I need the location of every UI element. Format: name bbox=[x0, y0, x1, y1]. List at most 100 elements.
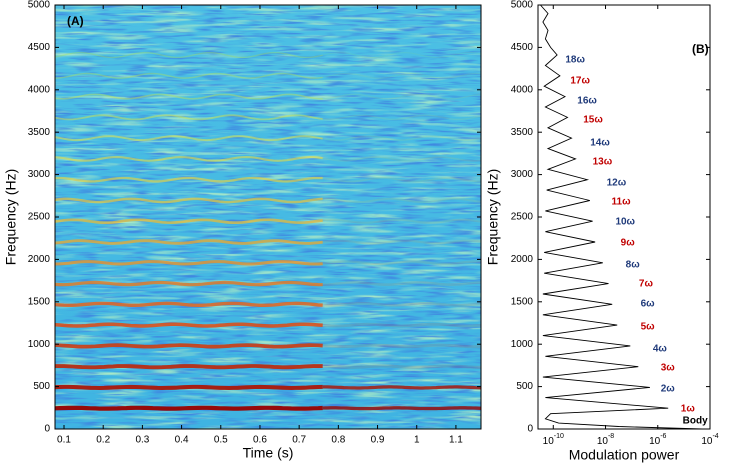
harmonic-band-tail bbox=[322, 260, 481, 266]
y-tick-label: 500 bbox=[33, 381, 50, 392]
y-axis-label: Frequency (Hz) bbox=[485, 169, 501, 265]
annotation: 14ω bbox=[590, 138, 610, 149]
harmonic-band bbox=[55, 343, 323, 349]
harmonic-band bbox=[55, 51, 323, 59]
power-line bbox=[540, 4, 703, 430]
tick-exponent: -8 bbox=[608, 433, 614, 440]
annotation: 18ω bbox=[565, 55, 585, 66]
harmonic-band bbox=[55, 239, 323, 245]
x-tick-label: 0.9 bbox=[371, 435, 385, 446]
y-tick-label: 3500 bbox=[511, 127, 534, 138]
harmonic-band-tail bbox=[322, 72, 481, 79]
harmonic-band-tail bbox=[322, 322, 481, 328]
x-tick-label: 0.1 bbox=[57, 435, 71, 446]
y-tick-label: 3000 bbox=[28, 169, 51, 180]
x-tick-label: 1 bbox=[414, 435, 420, 446]
y-tick-label: 1000 bbox=[28, 339, 51, 350]
harmonic-band-tail bbox=[322, 406, 481, 411]
annotation: 10ω bbox=[615, 217, 635, 228]
harmonic-band-tail bbox=[322, 281, 481, 286]
x-tick-label: 0.2 bbox=[96, 435, 110, 446]
spectrogram-bands bbox=[55, 51, 481, 411]
y-tick-label: 2500 bbox=[28, 212, 51, 223]
harmonic-band-tail bbox=[322, 156, 481, 162]
annotation: 5ω bbox=[641, 322, 656, 333]
y-tick-label: 500 bbox=[516, 381, 533, 392]
x-tick-label: 0.3 bbox=[135, 435, 149, 446]
harmonic-band bbox=[55, 72, 323, 79]
harmonic-band-tail bbox=[322, 114, 481, 121]
harmonic-band-tail bbox=[322, 197, 481, 204]
harmonic-band bbox=[55, 364, 323, 370]
y-tick-label: 1500 bbox=[511, 296, 534, 307]
harmonic-band bbox=[55, 280, 323, 287]
annotation: 12ω bbox=[607, 178, 627, 189]
y-tick-label: 2500 bbox=[511, 212, 534, 223]
panel-label: (A) bbox=[67, 14, 84, 28]
y-tick-label: 2000 bbox=[28, 254, 51, 265]
x-tick-label: 0.6 bbox=[253, 435, 267, 446]
harmonic-band bbox=[55, 405, 323, 411]
annotation: 1ω bbox=[681, 404, 696, 415]
harmonic-band-tail bbox=[322, 93, 481, 100]
annotation: 4ω bbox=[653, 344, 668, 355]
y-axis-label: Frequency (Hz) bbox=[3, 169, 19, 265]
annotation: 15ω bbox=[583, 115, 603, 126]
tick-base: 10 bbox=[701, 436, 713, 447]
harmonic-band-tail bbox=[322, 177, 481, 183]
annotation: 16ω bbox=[577, 96, 597, 107]
y-tick-label: 5000 bbox=[511, 0, 534, 11]
x-tick-label: 10-8 bbox=[597, 433, 614, 447]
x-axis-label: Time (s) bbox=[243, 445, 294, 461]
harmonic-band-tail bbox=[322, 135, 481, 141]
annotation: 13ω bbox=[593, 157, 613, 168]
harmonic-band-tail bbox=[322, 239, 481, 245]
tick-exponent: -6 bbox=[660, 433, 666, 440]
annotation: 7ω bbox=[639, 279, 654, 290]
harmonic-band-tail bbox=[322, 218, 481, 224]
y-tick-label: 3500 bbox=[28, 127, 51, 138]
spectrogram-background bbox=[55, 5, 481, 429]
annotation: 2ω bbox=[661, 384, 676, 395]
x-tick-label: 0.7 bbox=[292, 435, 306, 446]
annotation: 9ω bbox=[621, 238, 636, 249]
y-tick-label: 0 bbox=[527, 424, 533, 435]
tick-base: 10 bbox=[543, 436, 555, 447]
harmonic-band-tail bbox=[322, 343, 481, 349]
x-tick-label: 10-6 bbox=[649, 433, 666, 447]
x-tick-label: 0.5 bbox=[214, 435, 228, 446]
harmonic-band bbox=[55, 384, 323, 391]
harmonic-band bbox=[55, 301, 323, 307]
harmonic-band bbox=[55, 114, 323, 121]
harmonic-band-tail bbox=[322, 301, 481, 307]
harmonic-band bbox=[55, 93, 323, 100]
tick-base: 10 bbox=[597, 436, 609, 447]
x-tick-label: 10-10 bbox=[543, 433, 564, 447]
harmonic-band bbox=[55, 322, 323, 328]
harmonic-band bbox=[55, 260, 323, 266]
annotation: 11ω bbox=[612, 197, 632, 208]
harmonic-band-tail bbox=[322, 52, 481, 59]
annotation: Body bbox=[683, 416, 708, 427]
harmonic-band-tail bbox=[322, 385, 481, 390]
harmonic-band bbox=[55, 218, 323, 225]
harmonic-band bbox=[55, 197, 323, 204]
y-tick-label: 0 bbox=[44, 424, 50, 435]
tick-base: 10 bbox=[649, 436, 661, 447]
harmonic-band bbox=[55, 176, 323, 183]
x-tick-label: 0.4 bbox=[175, 435, 189, 446]
y-tick-label: 4000 bbox=[511, 84, 534, 95]
y-tick-label: 3000 bbox=[511, 169, 534, 180]
harmonic-band bbox=[55, 156, 323, 162]
harmonic-band bbox=[55, 135, 323, 142]
y-tick-label: 2000 bbox=[511, 254, 534, 265]
x-tick-label: 1.1 bbox=[449, 435, 463, 446]
x-axis-label: Modulation power bbox=[569, 447, 680, 463]
tick-exponent: -4 bbox=[712, 433, 718, 440]
x-tick-label: 0.8 bbox=[331, 435, 345, 446]
panel-label: (B) bbox=[692, 42, 709, 56]
x-tick-label: 10-4 bbox=[701, 433, 718, 447]
tick-exponent: -10 bbox=[554, 433, 564, 440]
y-tick-label: 4000 bbox=[28, 84, 51, 95]
